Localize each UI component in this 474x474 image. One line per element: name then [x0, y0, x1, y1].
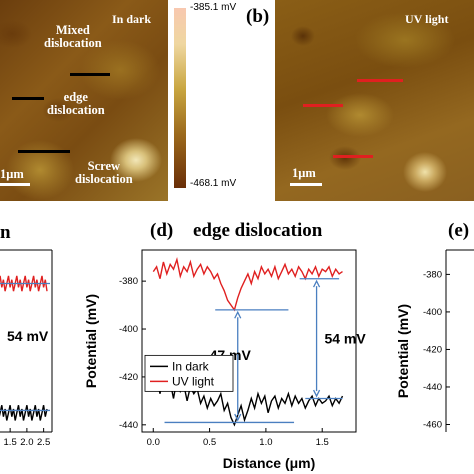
c-x-tick-label: 1.5	[4, 437, 17, 448]
x-tick-label: 1.5	[316, 437, 329, 448]
scale-bar-dark	[0, 183, 30, 186]
x-tick-label: 1.0	[259, 437, 272, 448]
e-y-tick-label: -440	[423, 382, 442, 393]
line-profile-screw	[18, 150, 70, 153]
c-series-line	[0, 275, 48, 292]
screw-dislocation-label: Screw dislocation	[75, 159, 133, 186]
chart-c: 1.01.52.02.554 mV	[0, 249, 53, 448]
line-profile-edge	[12, 97, 44, 100]
afm-image-uv: UV light 1μm	[275, 0, 474, 201]
c-x-tick-label: 2.0	[20, 437, 33, 448]
y-tick-label: -420	[119, 372, 138, 383]
panel-b-letter: (b)	[246, 6, 270, 27]
scale-bar-uv	[290, 183, 322, 186]
plot-frame	[141, 249, 357, 433]
panel-d-title: edge dislocation	[193, 220, 323, 241]
x-tick-label: 0.5	[203, 437, 216, 448]
panel-e-letter: (e)	[448, 220, 470, 241]
legend-entry: UV light	[172, 374, 215, 388]
e-y-tick-label: -460	[423, 419, 442, 430]
legend-entry: In dark	[172, 359, 210, 373]
arrow-54-head-bottom	[312, 389, 321, 398]
annotation-54mv: 54 mV	[324, 330, 366, 346]
arrow-47-head-bottom	[234, 413, 242, 422]
line-profile-mixed	[70, 73, 110, 76]
legend-box	[144, 354, 234, 392]
e-y-tick-label: -420	[423, 344, 442, 355]
y-tick-label: -440	[119, 420, 138, 431]
colorbar-min-label: -468.1 mV	[190, 178, 237, 189]
chart-d: 0.0 0.5 1.0 1.5 -380 -400 -420 -440 Distance (μm…	[83, 249, 366, 471]
condition-label-uv: UV light	[405, 12, 449, 26]
line-profile-uv-3	[333, 155, 373, 158]
e-y-axis-title: Potential (mV)	[395, 304, 411, 398]
edge-dislocation-label: edge dislocation	[47, 90, 105, 117]
panel-d-letter: (d)	[150, 220, 174, 241]
e-y-tick-label: -380	[423, 269, 442, 280]
scale-bar-label-dark: 1μm	[0, 167, 24, 181]
y-tick-label: -380	[119, 276, 138, 287]
mixed-dislocation-label: Mixed dislocation	[44, 23, 102, 50]
line-profile-uv-1	[357, 79, 403, 82]
c-series-line	[0, 405, 48, 421]
e-y-tick-label: -400	[423, 307, 442, 318]
y-tick-label: -400	[119, 324, 138, 335]
c-annotation-54mv: 54 mV	[7, 328, 49, 344]
scale-bar-label-uv: 1μm	[292, 166, 316, 180]
colorbar-max-label: -385.1 mV	[190, 2, 237, 13]
panel-c-title-fragment: n	[0, 222, 11, 243]
chart-e: -380 -400 -420 -440 -460 Potential (mV)	[395, 249, 474, 432]
c-x-tick-label: 2.5	[37, 437, 50, 448]
series-line-uv-light	[152, 256, 343, 312]
afm-image-dark: In dark Mixed dislocation edge dislocati…	[0, 0, 168, 201]
arrow-47-head-top	[234, 310, 242, 319]
line-profile-uv-2	[303, 104, 343, 107]
arrow-54-head-top	[312, 279, 321, 288]
x-tick-label: 0.0	[147, 437, 160, 448]
condition-label-dark: In dark	[112, 12, 152, 26]
colorbar	[174, 8, 186, 188]
x-axis-title: Distance (μm)	[223, 455, 316, 471]
y-axis-title: Potential (mV)	[83, 294, 99, 388]
